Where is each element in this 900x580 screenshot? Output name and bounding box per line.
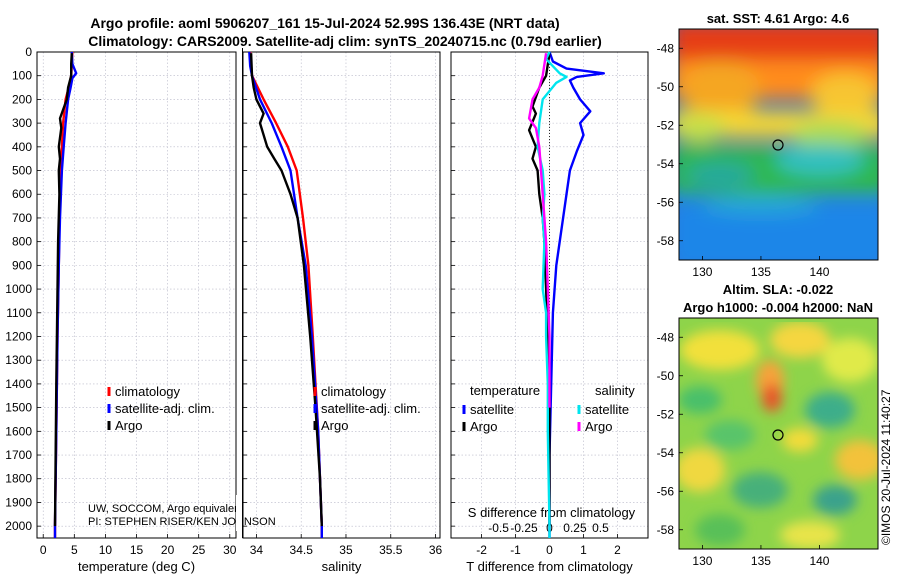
map-x-tick-label: 130 xyxy=(692,554,712,568)
credit-line1: UW, SOCCOM, Argo equivalent xyxy=(88,503,243,515)
x-tick-label: 34 xyxy=(250,543,264,557)
x-axis-label: T difference from climatology xyxy=(466,559,633,574)
x-axis-label: temperature (deg C) xyxy=(78,559,195,574)
s-tick-label: 0.5 xyxy=(592,521,609,535)
y-tick-label: 1600 xyxy=(5,424,32,438)
salinity-panel: 34 34.5 35 35.5 36 salinity climatology satelli… xyxy=(242,51,443,574)
x-tick-label: 15 xyxy=(130,543,144,557)
x-tick-label: 5 xyxy=(71,543,78,557)
x-tick-label: -1 xyxy=(510,543,521,557)
s-axis-label: S difference from climatology xyxy=(468,505,636,520)
x-tick-label: 0 xyxy=(40,543,47,557)
x-tick-label: 36 xyxy=(429,543,443,557)
x-tick-label: 2 xyxy=(614,543,621,557)
y-tick-label: 1500 xyxy=(5,401,32,415)
series-line-s-satellite xyxy=(536,51,568,538)
x-tick-label: 20 xyxy=(161,543,175,557)
x-tick-label: 34.5 xyxy=(290,543,314,557)
y-tick-label: 1300 xyxy=(5,353,32,367)
legend-label: Argo xyxy=(470,419,497,434)
y-tick-label: 1200 xyxy=(5,329,32,343)
y-tick-label: 300 xyxy=(12,116,32,130)
y-tick-label: 0 xyxy=(25,45,32,59)
x-tick-label: 1 xyxy=(580,543,587,557)
legend-group-title: temperature xyxy=(470,383,540,398)
sla-map-title-line1: Altim. SLA: -0.022 xyxy=(723,282,834,297)
legend-label: Argo xyxy=(115,418,142,433)
y-tick-label: 1900 xyxy=(5,495,32,509)
sst-map: 130 135 140 -48 -50 -52 -54 -56 -58 sat. SST: 4.… xyxy=(657,11,879,279)
legend-group-title: salinity xyxy=(595,383,635,398)
temperature-panel: 0100200300400500600700800900100011001200… xyxy=(5,45,236,574)
y-tick-label: 1400 xyxy=(5,377,32,391)
series-line-argo xyxy=(249,53,323,527)
legend-label: Argo xyxy=(585,419,612,434)
series-line-s-argo xyxy=(527,53,551,408)
s-tick-label: 0.25 xyxy=(563,521,587,535)
y-tick-label: 100 xyxy=(12,69,32,83)
sst-map-title: sat. SST: 4.61 Argo: 4.6 xyxy=(707,11,850,26)
map-y-tick-label: -56 xyxy=(657,484,675,498)
map-y-tick-label: -48 xyxy=(657,330,675,344)
y-tick-label: 700 xyxy=(12,211,32,225)
y-tick-label: 1000 xyxy=(5,282,32,296)
y-tick-label: 500 xyxy=(12,164,32,178)
map-y-tick-label: -58 xyxy=(657,523,675,537)
map-x-tick-label: 140 xyxy=(809,554,829,568)
s-tick-label: -0.25 xyxy=(510,521,538,535)
y-tick-label: 1800 xyxy=(5,472,32,486)
x-tick-label: -2 xyxy=(476,543,487,557)
s-tick-label: -0.5 xyxy=(488,521,509,535)
sla-map: 130 135 140 -48 -50 -52 -54 -56 -58 Altim. SLA: … xyxy=(657,282,879,568)
map-y-tick-label: -52 xyxy=(657,118,675,132)
legend-label: satellite-adj. clim. xyxy=(321,401,421,416)
legend-label: Argo xyxy=(321,418,348,433)
map-y-tick-label: -58 xyxy=(657,234,675,248)
map-y-tick-label: -50 xyxy=(657,80,675,94)
series-line-argo xyxy=(53,53,73,527)
map-x-tick-label: 130 xyxy=(692,265,712,279)
sla-map-title-line2: Argo h1000: -0.004 h2000: NaN xyxy=(683,300,873,315)
map-x-tick-label: 140 xyxy=(809,265,829,279)
difference-panel: -2 -1 0 1 2 T difference from climatology -0.5… xyxy=(450,51,649,574)
y-tick-label: 2000 xyxy=(5,519,32,533)
y-tick-label: 400 xyxy=(12,140,32,154)
credit-line2: PI: STEPHEN RISER/KEN JOHNSON xyxy=(88,516,276,528)
y-tick-label: 600 xyxy=(12,187,32,201)
legend-label: climatology xyxy=(321,384,387,399)
legend-label: satellite xyxy=(585,402,629,417)
y-tick-label: 200 xyxy=(12,92,32,106)
x-tick-label: 25 xyxy=(192,543,206,557)
y-tick-label: 900 xyxy=(12,258,32,272)
x-tick-label: 10 xyxy=(99,543,113,557)
x-tick-label: 35 xyxy=(339,543,353,557)
x-tick-label: 0 xyxy=(546,543,553,557)
imos-watermark: ©IMOS 20-Jul-2024 11:40:27 xyxy=(879,389,893,545)
map-x-tick-label: 135 xyxy=(751,265,771,279)
map-y-tick-label: -50 xyxy=(657,369,675,383)
map-y-tick-label: -54 xyxy=(657,157,675,171)
y-tick-label: 800 xyxy=(12,235,32,249)
sst-argo-marker xyxy=(772,139,784,151)
y-tick-label: 1700 xyxy=(5,448,32,462)
sla-argo-marker xyxy=(772,429,784,441)
legend-label: satellite xyxy=(470,402,514,417)
x-tick-label: 35.5 xyxy=(379,543,403,557)
legend-label: satellite-adj. clim. xyxy=(115,401,215,416)
y-tick-label: 1100 xyxy=(6,306,32,320)
map-y-tick-label: -56 xyxy=(657,195,675,209)
map-x-tick-label: 135 xyxy=(751,554,771,568)
map-y-tick-label: -48 xyxy=(657,41,675,55)
figure-title-line2: Climatology: CARS2009. Satellite-adj cli… xyxy=(88,33,602,49)
figure-title-line1: Argo profile: aoml 5906207_161 15-Jul-20… xyxy=(90,15,559,31)
series-line-t-satellite xyxy=(548,51,605,538)
map-y-tick-label: -54 xyxy=(657,446,675,460)
map-y-tick-label: -52 xyxy=(657,407,675,421)
x-axis-label: salinity xyxy=(322,559,362,574)
x-tick-label: 30 xyxy=(223,543,237,557)
legend-label: climatology xyxy=(115,384,181,399)
